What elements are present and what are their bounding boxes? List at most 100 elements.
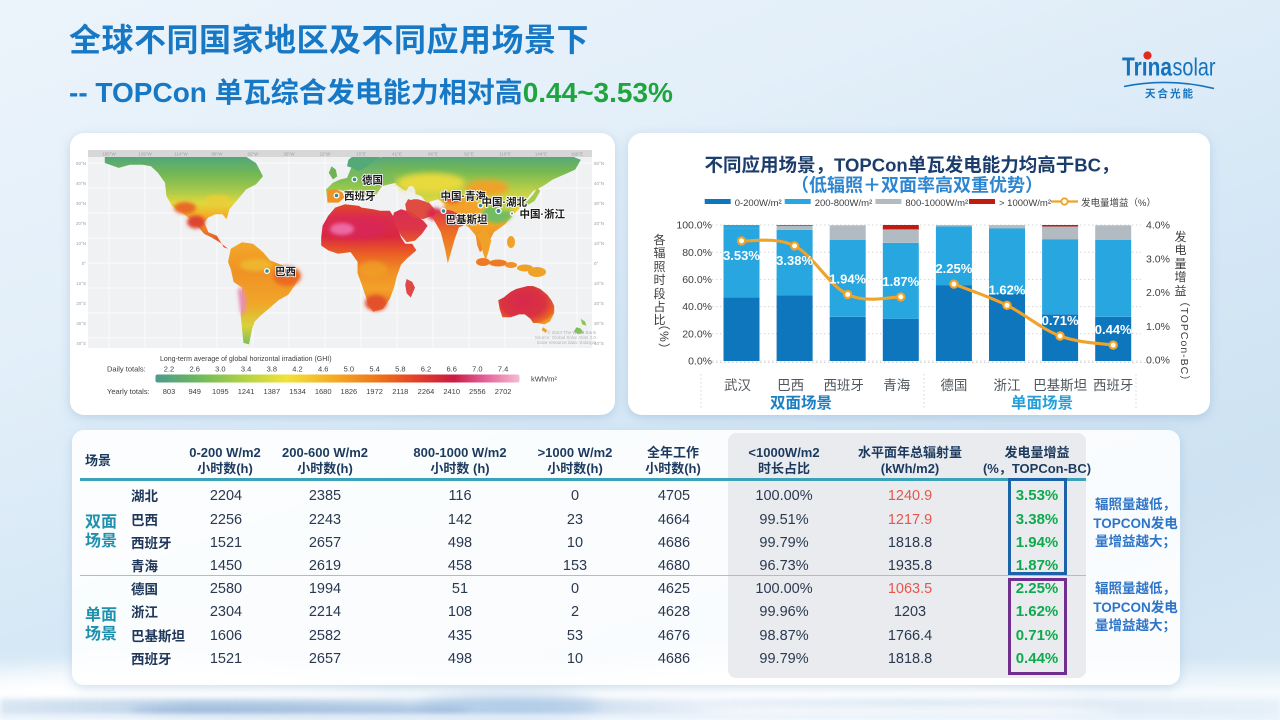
svg-text:40.0%: 40.0% [682, 299, 712, 314]
svg-text:60.0%: 60.0% [682, 272, 712, 287]
svg-text:中国·青海: 中国·青海 [441, 189, 487, 204]
svg-text:天合光能: 天合光能 [1145, 86, 1195, 101]
svg-text:solar: solar [1173, 48, 1216, 84]
svg-text:比: 比 [653, 311, 666, 328]
svg-text:照: 照 [653, 258, 666, 275]
svg-text:0.0%: 0.0% [1146, 353, 1170, 368]
svg-text:3.4: 3.4 [241, 364, 251, 375]
svg-text:5.4: 5.4 [369, 364, 379, 375]
svg-text:0.0%: 0.0% [688, 354, 712, 369]
svg-text:发电量增益（%）: 发电量增益（%） [1081, 195, 1156, 209]
svg-text:1387: 1387 [263, 386, 280, 397]
svg-text:40°N: 40°N [594, 181, 604, 187]
svg-text:7.0: 7.0 [472, 364, 482, 375]
svg-text:144°E: 144°E [535, 152, 547, 158]
svg-text:1.94%: 1.94% [829, 269, 866, 288]
svg-text:139°W: 139°W [138, 152, 152, 158]
svg-text:40°S: 40°S [76, 341, 86, 347]
svg-text:20°N: 20°N [594, 221, 604, 227]
svg-text:占: 占 [653, 298, 666, 315]
svg-text:电: 电 [1174, 241, 1187, 258]
svg-text:段: 段 [653, 285, 666, 302]
svg-text:1972: 1972 [366, 386, 383, 397]
svg-text:1826: 1826 [341, 386, 358, 397]
svg-text:10°S: 10°S [594, 281, 604, 287]
svg-text:92°E: 92°E [464, 152, 474, 158]
svg-text:10°S: 10°S [76, 281, 86, 287]
svg-text:2410: 2410 [443, 386, 460, 397]
svg-text:10°N: 10°N [76, 241, 86, 247]
svg-text:4.2: 4.2 [292, 364, 302, 375]
svg-text:2.0%: 2.0% [1146, 285, 1170, 300]
svg-text:66°E: 66°E [428, 152, 438, 158]
svg-text:20°S: 20°S [76, 301, 86, 307]
svg-text:© 2024 The World Bank: © 2024 The World Bank [547, 329, 597, 336]
svg-text:0-200W/m²: 0-200W/m² [735, 195, 782, 209]
svg-text:5.8: 5.8 [395, 364, 405, 375]
svg-text:单面场景: 单面场景 [1011, 391, 1073, 413]
svg-text:1241: 1241 [238, 386, 255, 397]
svg-text:西班牙: 西班牙 [1093, 374, 1134, 394]
svg-text:3.8: 3.8 [267, 364, 277, 375]
svg-text:益: 益 [1174, 282, 1187, 299]
svg-text:40°N: 40°N [76, 181, 86, 187]
svg-text:Solar resource data: Solargis: Solar resource data: Solargis [537, 340, 597, 346]
svg-text:青海: 青海 [883, 374, 910, 394]
svg-text:巴西: 巴西 [275, 264, 296, 279]
svg-text:kWh/m²: kWh/m² [531, 374, 557, 385]
svg-text:118°E: 118°E [499, 152, 511, 158]
svg-text:发: 发 [1174, 228, 1187, 245]
svg-text:50°N: 50°N [76, 161, 86, 167]
svg-text:41°E: 41°E [392, 152, 402, 158]
svg-text:> 1000W/m²: > 1000W/m² [999, 195, 1051, 209]
svg-text:巴基斯坦: 巴基斯坦 [1033, 374, 1087, 394]
svg-text:2702: 2702 [495, 386, 512, 397]
svg-text:6.6: 6.6 [446, 364, 456, 375]
svg-text:西班牙: 西班牙 [344, 189, 376, 204]
svg-text:Yearly totals:: Yearly totals: [107, 386, 150, 397]
svg-text:0°: 0° [594, 261, 599, 267]
svg-text:88°W: 88°W [211, 152, 223, 158]
svg-text:双面场景: 双面场景 [770, 391, 832, 413]
svg-text:20°S: 20°S [594, 301, 604, 307]
svg-text:20°N: 20°N [76, 221, 86, 227]
svg-text:30°N: 30°N [594, 201, 604, 207]
svg-text:1680: 1680 [315, 386, 332, 397]
svg-text:巴基斯坦: 巴基斯坦 [446, 212, 488, 227]
svg-text:2556: 2556 [469, 386, 486, 397]
svg-text:800-1000W/m²: 800-1000W/m² [905, 195, 968, 209]
svg-text:1.62%: 1.62% [989, 279, 1026, 298]
svg-text:100.0%: 100.0% [676, 218, 712, 233]
svg-text:0°: 0° [82, 261, 87, 267]
svg-text:2.2: 2.2 [164, 364, 174, 375]
svg-text:各: 各 [653, 231, 666, 248]
svg-text:中国·湖北: 中国·湖北 [482, 195, 528, 210]
svg-text:10°N: 10°N [594, 241, 604, 247]
svg-text:949: 949 [188, 386, 201, 397]
svg-text:4.0%: 4.0% [1146, 218, 1170, 233]
svg-text:2264: 2264 [418, 386, 435, 397]
svg-text:15°E: 15°E [356, 152, 366, 158]
svg-text:不同应用场景，TOPCon单瓦发电能力均高于BC，: 不同应用场景，TOPCon单瓦发电能力均高于BC， [705, 152, 1120, 178]
svg-text:50°N: 50°N [594, 161, 604, 167]
svg-text:30°S: 30°S [76, 321, 86, 327]
svg-text:中国·浙江: 中国·浙江 [520, 207, 566, 222]
svg-text:2.6: 2.6 [189, 364, 199, 375]
svg-text:德国: 德国 [940, 374, 967, 394]
svg-text:165°W: 165°W [102, 152, 116, 158]
svg-text:4.6: 4.6 [318, 364, 328, 375]
svg-text:7.4: 7.4 [498, 364, 508, 375]
svg-text:巴西: 巴西 [777, 374, 804, 394]
svg-text:2118: 2118 [392, 386, 408, 397]
svg-text:169°E: 169°E [571, 152, 583, 158]
svg-text:5.0: 5.0 [344, 364, 354, 375]
svg-text:Daily totals:: Daily totals: [107, 364, 146, 375]
svg-text:德国: 德国 [362, 173, 383, 188]
svg-text:1.0%: 1.0% [1146, 319, 1170, 334]
svg-text:80.0%: 80.0% [682, 245, 712, 260]
svg-text:6.2: 6.2 [421, 364, 431, 375]
svg-text:30°S: 30°S [594, 321, 604, 327]
svg-text:（%）: （%） [656, 318, 673, 356]
svg-text:3.38%: 3.38% [776, 250, 813, 269]
svg-text:3.0%: 3.0% [1146, 251, 1170, 266]
